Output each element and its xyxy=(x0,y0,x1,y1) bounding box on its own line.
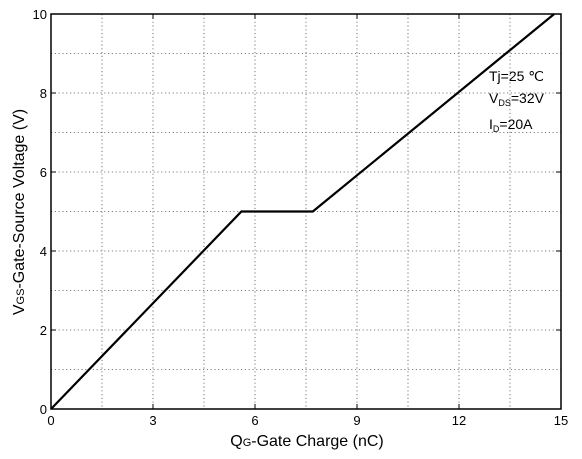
annotation-vds: VDS=32V xyxy=(489,90,545,108)
x-axis-title-main: Q xyxy=(230,433,242,450)
y-axis-title: VGS-Gate-Source Voltage (V) xyxy=(11,109,28,315)
x-tick-label: 9 xyxy=(353,413,360,428)
y-tick-label: 4 xyxy=(40,244,47,259)
y-tick-label: 10 xyxy=(33,7,47,22)
x-tick-label: 15 xyxy=(554,413,568,428)
x-tick-label: 6 xyxy=(251,413,258,428)
y-tick-label: 0 xyxy=(40,402,47,417)
y-tick-label: 6 xyxy=(40,165,47,180)
y-tick-label: 2 xyxy=(40,323,47,338)
annotation-id-sub: D xyxy=(493,124,500,134)
annotation-id: ID=20A xyxy=(489,116,533,134)
x-axis-title: QG-Gate Charge (nC) xyxy=(230,433,384,450)
annotation-tj: Tj=25 ℃ xyxy=(489,68,544,84)
plot-frame xyxy=(50,13,562,410)
annotation-id-main: I xyxy=(489,116,493,132)
x-axis-title-sub: G xyxy=(243,437,252,449)
x-tick-label: 12 xyxy=(452,413,466,428)
annotation-vds-rest: =32V xyxy=(511,90,545,106)
y-axis-title-main: V xyxy=(11,304,28,315)
y-axis-title-sub: GS xyxy=(15,289,27,305)
x-tick-label: 0 xyxy=(47,413,54,428)
y-axis-title-rest: -Gate-Source Voltage (V) xyxy=(11,109,28,289)
axis-ticks xyxy=(50,13,562,410)
annotation-vds-sub: DS xyxy=(498,98,511,108)
x-axis-title-rest: -Gate Charge (nC) xyxy=(251,433,384,450)
y-tick-labels: 0 2 4 6 8 10 xyxy=(33,7,47,417)
x-tick-labels: 0 3 6 9 12 15 xyxy=(47,413,568,428)
series-line xyxy=(50,13,555,410)
x-tick-label: 3 xyxy=(149,413,156,428)
y-tick-label: 8 xyxy=(40,86,47,101)
annotation-vds-main: V xyxy=(489,90,499,106)
annotation-id-rest: =20A xyxy=(499,116,533,132)
